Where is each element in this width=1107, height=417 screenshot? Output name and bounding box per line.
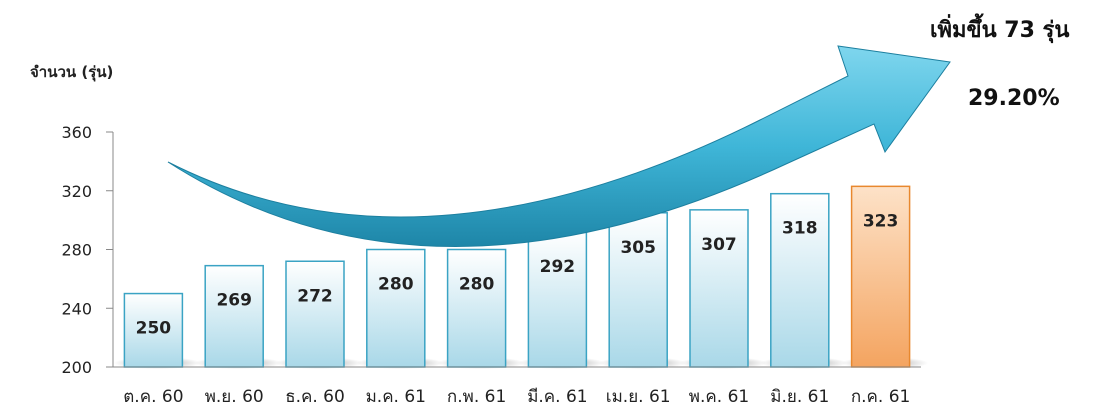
bar bbox=[446, 248, 507, 368]
y-tick-label: 200 bbox=[61, 358, 92, 377]
bar-value-label: 280 bbox=[459, 275, 495, 295]
bar-value-label: 323 bbox=[863, 211, 899, 231]
bar bbox=[608, 212, 668, 368]
bar-value-label: 305 bbox=[620, 238, 656, 258]
y-axis: 200 240 280 320 360 bbox=[61, 123, 114, 377]
x-tick-label: มี.ค. 61 bbox=[527, 387, 587, 407]
x-tick-label: ม.ค. 61 bbox=[366, 387, 426, 407]
bar-value-label: 280 bbox=[378, 275, 414, 295]
increase-annotation: เพิ่มขึ้น 73 รุ่น bbox=[930, 13, 1069, 44]
y-tick-label: 320 bbox=[61, 182, 92, 201]
x-tick-label: ก.พ. 61 bbox=[447, 387, 506, 407]
bar-value-label: 318 bbox=[782, 219, 818, 239]
trend-arrow-icon bbox=[167, 45, 951, 247]
percent-annotation: 29.20% bbox=[968, 86, 1060, 111]
x-tick-label: ต.ค. 60 bbox=[123, 387, 183, 407]
bar-value-label: 269 bbox=[216, 291, 252, 311]
bar bbox=[527, 231, 588, 368]
y-tick-label: 280 bbox=[61, 241, 92, 260]
x-tick-label: พ.ค. 61 bbox=[689, 387, 749, 407]
y-tick-label: 360 bbox=[61, 123, 92, 142]
x-tick-label: พ.ย. 60 bbox=[205, 387, 264, 407]
bar bbox=[366, 248, 426, 368]
bar-value-label: 292 bbox=[540, 257, 576, 277]
x-tick-label: ธ.ค. 60 bbox=[285, 387, 345, 407]
bar bbox=[770, 192, 830, 368]
bar bbox=[204, 264, 264, 368]
x-tick-label: เม.ย. 61 bbox=[606, 387, 671, 407]
bar-value-label: 250 bbox=[136, 319, 172, 339]
bar-value-label: 272 bbox=[297, 286, 333, 306]
y-tick-label: 240 bbox=[61, 299, 92, 318]
bar-value-label: 307 bbox=[701, 235, 737, 255]
bar bbox=[285, 260, 345, 368]
bar bbox=[123, 292, 184, 368]
x-axis: ต.ค. 60 พ.ย. 60 ธ.ค. 60 ม.ค. 61 ก.พ. 61 มี.ค.… bbox=[123, 387, 910, 407]
x-tick-label: ก.ค. 61 bbox=[851, 387, 911, 407]
bar-series: 250 269 272 280 280 292 305 307 318 323 bbox=[113, 185, 929, 369]
bar bbox=[850, 185, 911, 368]
bar bbox=[689, 209, 749, 368]
x-tick-label: มิ.ย. 61 bbox=[770, 387, 829, 407]
y-axis-label: จำนวน (รุ่น) bbox=[30, 63, 113, 82]
